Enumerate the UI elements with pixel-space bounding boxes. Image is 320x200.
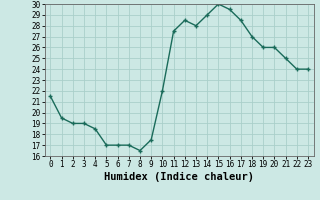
X-axis label: Humidex (Indice chaleur): Humidex (Indice chaleur) xyxy=(104,172,254,182)
